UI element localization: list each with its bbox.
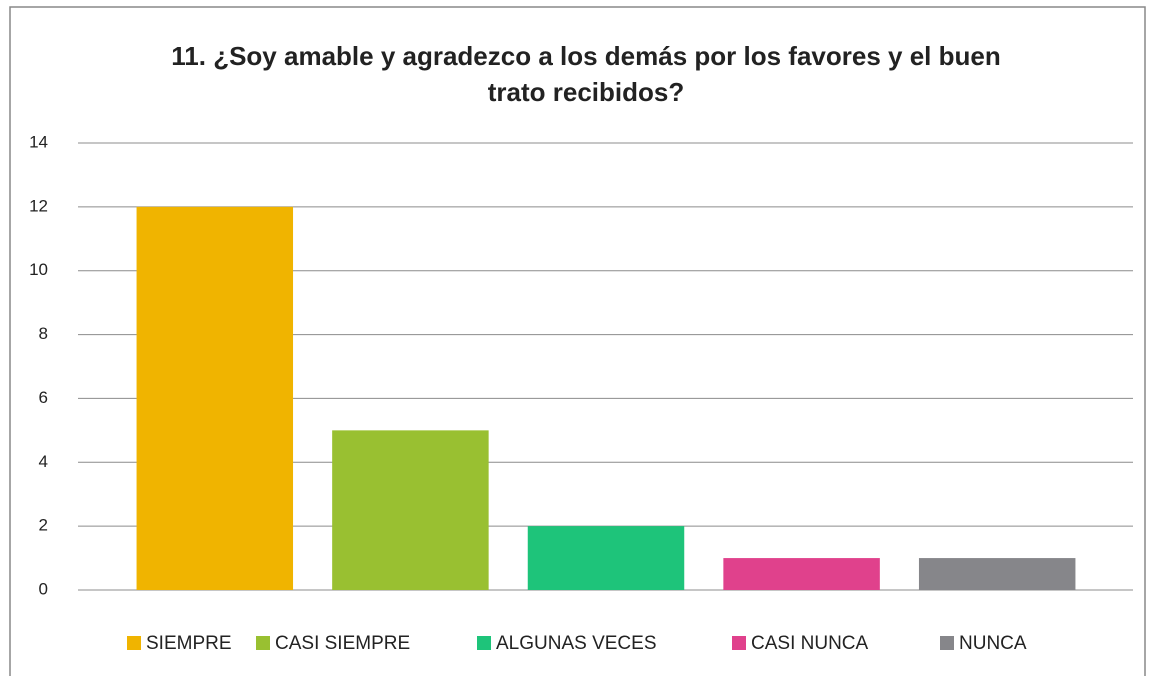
legend-label: SIEMPRE	[146, 633, 232, 654]
y-tick-label: 8	[39, 324, 48, 343]
legend-label: NUNCA	[959, 633, 1027, 654]
y-tick-label: 4	[39, 452, 48, 471]
legend-swatch	[940, 636, 954, 650]
y-tick-label: 12	[29, 196, 48, 215]
chart-title: trato recibidos?	[488, 77, 684, 107]
chart-title: 11. ¿Soy amable y agradezco a los demás …	[171, 41, 1000, 71]
legend-label: CASI SIEMPRE	[275, 633, 410, 654]
y-tick-label: 6	[39, 388, 48, 407]
legend-swatch	[256, 636, 270, 650]
y-tick-label: 0	[39, 579, 48, 598]
y-tick-label: 2	[39, 516, 48, 535]
bar	[332, 430, 489, 590]
legend-label: CASI NUNCA	[751, 633, 869, 654]
legend-swatch	[732, 636, 746, 650]
y-tick-label: 10	[29, 260, 48, 279]
y-tick-label: 14	[29, 132, 48, 151]
legend-swatch	[477, 636, 491, 650]
bar	[527, 526, 685, 590]
bar	[723, 558, 880, 590]
legend-swatch	[127, 636, 141, 650]
legend-label: ALGUNAS VECES	[496, 633, 657, 654]
bar	[136, 206, 294, 590]
bar	[918, 558, 1076, 590]
